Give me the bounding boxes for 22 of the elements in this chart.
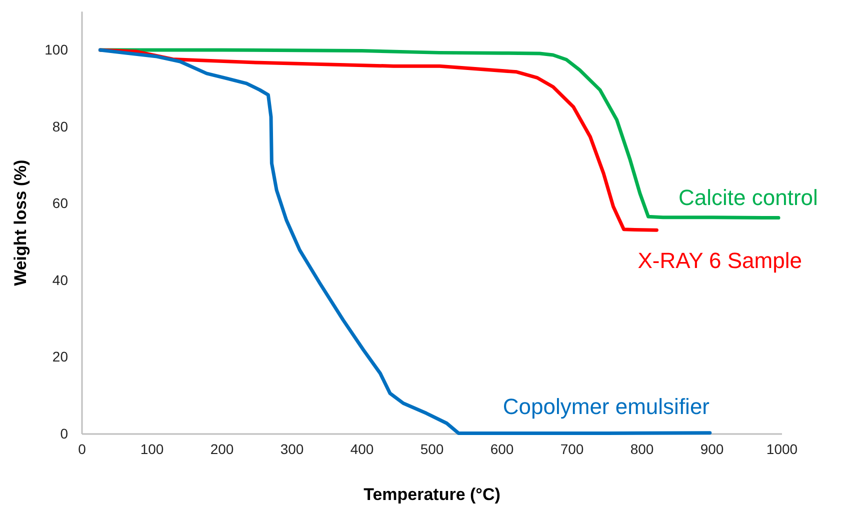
y-tick-label: 100 [44,41,68,58]
y-tick-label: 60 [52,195,68,212]
x-tick-label: 300 [280,440,304,457]
x-tick-label: 600 [490,440,514,457]
series-label: X-RAY 6 Sample [638,248,802,274]
y-tick-label: 40 [52,272,68,288]
x-tick-label: 400 [350,440,374,457]
x-tick-label: 200 [210,440,234,457]
y-axis-title: Weight loss (%) [11,160,30,286]
x-tick-label: 500 [420,440,444,457]
x-tick-label: 1000 [766,440,798,457]
y-tick-label: 20 [52,348,68,365]
series-label: Calcite control [678,184,818,210]
x-tick-label: 900 [700,440,724,457]
x-tick-label: 700 [560,440,584,457]
series-label: Copolymer emulsifier [502,394,710,419]
x-axis-title: Temperature (°C) [364,485,500,504]
x-tick-label: 800 [630,440,654,457]
y-tick-label: 80 [52,118,68,134]
x-tick-label: 100 [140,440,164,457]
y-tick-label: 0 [60,425,68,442]
x-tick-label: 0 [78,440,86,457]
